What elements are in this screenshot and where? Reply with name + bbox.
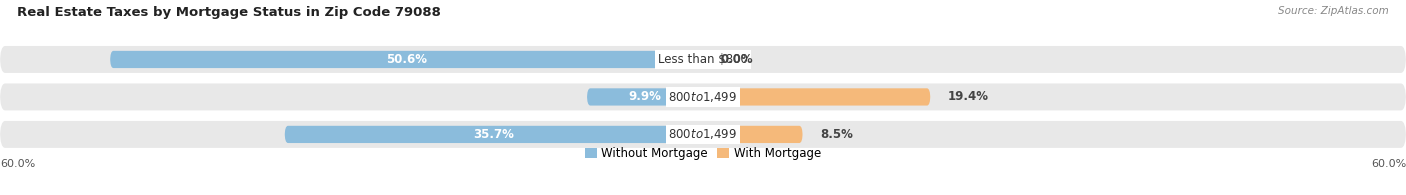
Text: 8.5%: 8.5%: [820, 128, 853, 141]
FancyBboxPatch shape: [703, 126, 803, 143]
Text: Less than $800: Less than $800: [658, 53, 748, 66]
Text: 35.7%: 35.7%: [474, 128, 515, 141]
Text: $800 to $1,499: $800 to $1,499: [668, 90, 738, 104]
Text: 50.6%: 50.6%: [387, 53, 427, 66]
FancyBboxPatch shape: [703, 88, 931, 105]
Text: 60.0%: 60.0%: [1371, 159, 1406, 169]
FancyBboxPatch shape: [284, 126, 703, 143]
Text: $800 to $1,499: $800 to $1,499: [668, 127, 738, 141]
Text: 60.0%: 60.0%: [0, 159, 35, 169]
Legend: Without Mortgage, With Mortgage: Without Mortgage, With Mortgage: [585, 147, 821, 160]
FancyBboxPatch shape: [0, 83, 1406, 110]
FancyBboxPatch shape: [588, 88, 703, 105]
Text: 9.9%: 9.9%: [628, 90, 661, 103]
Text: 19.4%: 19.4%: [948, 90, 988, 103]
FancyBboxPatch shape: [0, 46, 1406, 73]
Text: Real Estate Taxes by Mortgage Status in Zip Code 79088: Real Estate Taxes by Mortgage Status in …: [17, 6, 440, 19]
Text: Source: ZipAtlas.com: Source: ZipAtlas.com: [1278, 6, 1389, 16]
FancyBboxPatch shape: [110, 51, 703, 68]
FancyBboxPatch shape: [0, 121, 1406, 148]
Text: 0.0%: 0.0%: [721, 53, 754, 66]
